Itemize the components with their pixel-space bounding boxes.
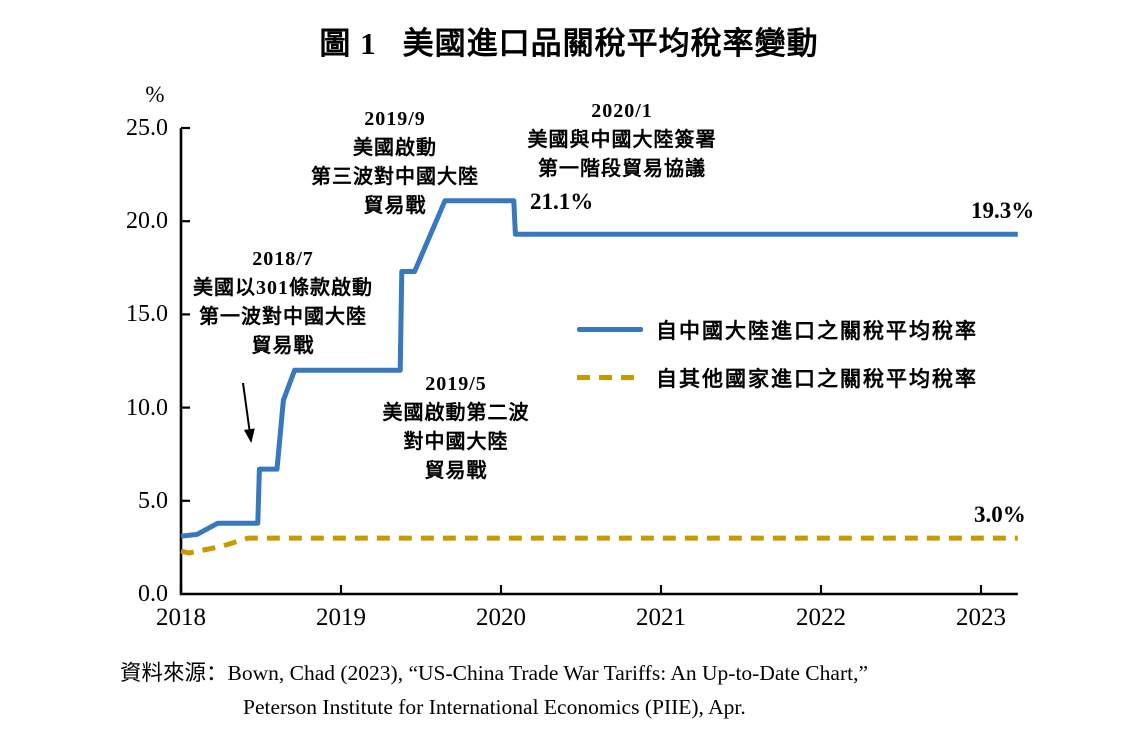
annotation-line: 美國啟動第二波 — [382, 402, 530, 424]
y-axis-unit-label: % — [145, 82, 165, 107]
series-line-1 — [180, 535, 1018, 556]
y-tick-label: 25.0 — [126, 115, 168, 141]
annotation-date: 2019/9 — [364, 108, 426, 130]
source-prefix: 資料來源： — [120, 661, 228, 685]
annotation-2018-7: 2018/7 美國以301條款啟動 第一波對中國大陸 貿易戰 — [176, 245, 390, 361]
figure-number: 圖 1 — [319, 26, 377, 61]
annotation-line: 對中國大陸 — [403, 431, 509, 453]
x-tick-label: 2022 — [796, 604, 846, 631]
annotation-date: 2019/5 — [425, 373, 487, 395]
others-end-value-label: 3.0% — [974, 502, 1026, 527]
legend-item-others: 自其他國家進口之關稅平均稅率 — [577, 362, 978, 393]
annotation-arrow — [242, 382, 255, 443]
annotation-line: 第一階段貿易協議 — [538, 158, 706, 180]
china-end-value-label: 19.3% — [971, 198, 1035, 223]
source-line-1: 資料來源：Bown, Chad (2023), “US-China Trade … — [120, 656, 1060, 690]
figure-title-text: 美國進口品關稅平均稅率變動 — [402, 26, 819, 61]
annotation-line: 貿易戰 — [424, 460, 488, 482]
annotation-2019-9: 2019/9 美國啟動 第三波對中國大陸 貿易戰 — [288, 105, 502, 221]
annotation-date: 2018/7 — [252, 248, 314, 270]
legend-item-china: 自中國大陸進口之關稅平均稅率 — [577, 314, 978, 345]
x-tick-label: 2018 — [156, 604, 206, 631]
x-tick-label: 2019 — [316, 604, 366, 631]
source-note: 資料來源：Bown, Chad (2023), “US-China Trade … — [120, 656, 1060, 724]
y-tick-label: 0.0 — [138, 581, 168, 607]
annotation-date: 2020/1 — [591, 100, 653, 122]
annotation-line: 第三波對中國大陸 — [311, 166, 479, 188]
legend-label-china: 自中國大陸進口之關稅平均稅率 — [656, 318, 978, 343]
legend: 自中國大陸進口之關稅平均稅率 自其他國家進口之關稅平均稅率 — [577, 314, 978, 410]
annotation-line: 美國與中國大陸簽署 — [527, 129, 717, 151]
y-tick-label: 15.0 — [126, 301, 168, 328]
dashed-gold-line-swatch — [577, 375, 643, 380]
axes — [179, 126, 1018, 596]
peak-value-label: 21.1% — [530, 189, 594, 214]
y-tick-label: 20.0 — [126, 208, 168, 235]
annotation-line: 貿易戰 — [363, 195, 427, 217]
legend-label-others: 自其他國家進口之關稅平均稅率 — [656, 366, 978, 391]
source-line-2: Peterson Institute for International Eco… — [243, 695, 746, 719]
x-tick-label: 2023 — [956, 604, 1006, 631]
annotation-line: 美國啟動 — [353, 137, 437, 159]
y-tick-label: 10.0 — [126, 394, 168, 421]
annotation-line: 第一波對中國大陸 — [199, 306, 367, 328]
series-line-0 — [180, 198, 1018, 539]
chart-title: 圖 1 美國進口品關稅平均稅率變動 — [0, 18, 1138, 63]
y-tick-label: 5.0 — [138, 487, 168, 514]
source-citation: Bown, Chad (2023), “US-China Trade War T… — [227, 661, 868, 685]
series-lines — [180, 198, 1018, 556]
annotation-2019-5: 2019/5 美國啟動第二波 對中國大陸 貿易戰 — [349, 370, 563, 486]
annotation-line: 貿易戰 — [251, 335, 315, 357]
x-tick-label: 2021 — [636, 604, 686, 631]
solid-blue-line-swatch — [577, 327, 643, 332]
annotation-2020-1: 2020/1 美國與中國大陸簽署 第一階段貿易協議 — [508, 97, 736, 184]
annotation-line: 美國以301條款啟動 — [193, 277, 373, 299]
x-tick-label: 2020 — [476, 604, 526, 631]
